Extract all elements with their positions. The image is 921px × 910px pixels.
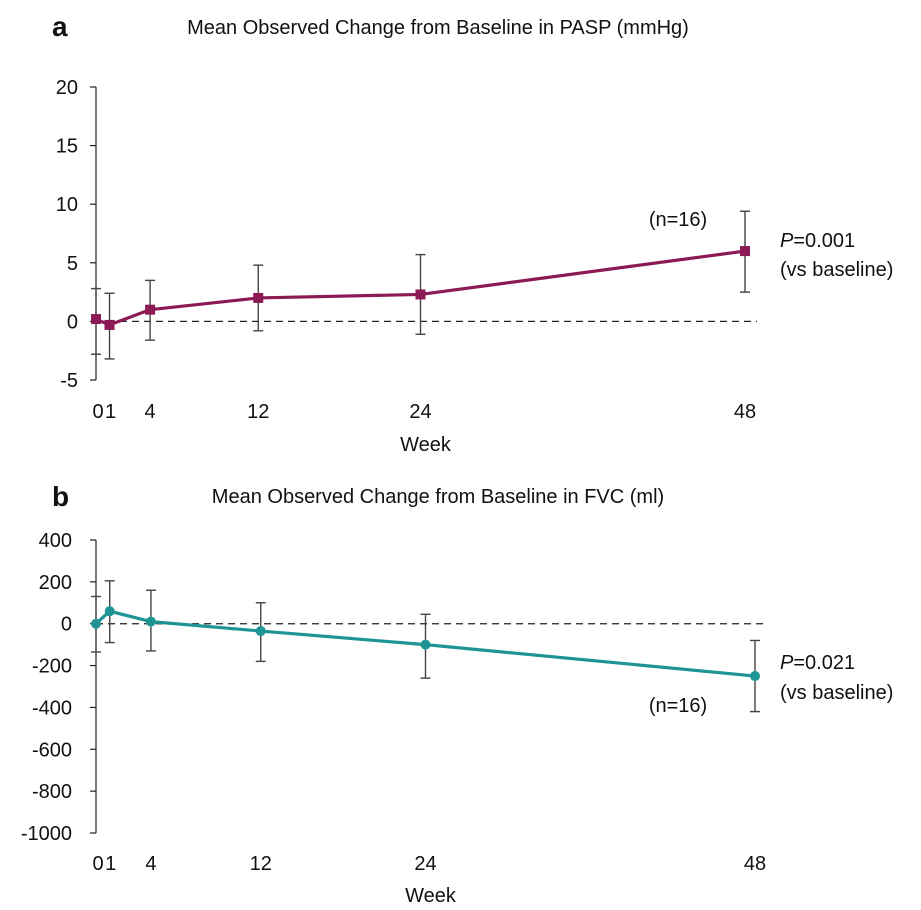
x-tick-label: 24 xyxy=(409,401,431,423)
x-tick-label: 4 xyxy=(145,401,156,423)
y-tick-label: -600 xyxy=(32,739,72,761)
data-point xyxy=(145,304,156,315)
panel-letter: b xyxy=(52,481,69,512)
y-tick-label: -400 xyxy=(32,697,72,719)
y-tick-label: 10 xyxy=(56,194,78,216)
p-note-label: (vs baseline) xyxy=(780,259,893,281)
p-italic: P xyxy=(780,652,794,674)
p-value: =0.001 xyxy=(793,230,855,252)
x-axis-title: Week xyxy=(405,885,457,905)
y-tick-label: 5 xyxy=(67,253,78,275)
data-point xyxy=(104,606,115,617)
x-tick-label: 24 xyxy=(414,853,436,875)
x-tick-label: 4 xyxy=(145,853,156,875)
y-tick-label: 200 xyxy=(39,572,72,594)
n-label: (n=16) xyxy=(649,209,707,231)
chart-title: Mean Observed Change from Baseline in PA… xyxy=(187,17,689,39)
x-tick-label: 0 xyxy=(92,401,103,423)
data-point xyxy=(91,618,101,629)
panel-b: b Mean Observed Change from Baseline in F… xyxy=(21,481,894,907)
p-note-label: (vs baseline) xyxy=(780,682,893,704)
p-value: =0.021 xyxy=(793,652,855,674)
y-tick-label: 0 xyxy=(67,311,78,333)
data-point xyxy=(740,246,750,257)
data-point xyxy=(255,626,266,637)
data-point xyxy=(415,289,426,300)
x-tick-label: 12 xyxy=(247,401,269,423)
x-axis-title: Week xyxy=(400,434,452,456)
data-point xyxy=(750,671,760,682)
data-point xyxy=(253,292,264,303)
data-point xyxy=(145,616,156,627)
y-tick-label: -5 xyxy=(60,370,78,392)
x-tick-label: 1 xyxy=(105,853,116,875)
p-value-label: P=0.001 xyxy=(780,230,855,252)
y-tick-label: 15 xyxy=(56,136,78,158)
y-tick-label: -1000 xyxy=(21,823,72,845)
x-tick-label: 1 xyxy=(105,401,116,423)
y-tick-label: 0 xyxy=(61,614,72,636)
data-point xyxy=(104,319,115,330)
y-tick-label: 400 xyxy=(39,530,72,552)
data-point xyxy=(420,639,431,650)
x-tick-label: 0 xyxy=(92,853,103,875)
p-value-label: P=0.021 xyxy=(780,652,855,674)
x-tick-label: 48 xyxy=(734,401,756,423)
chart-title: Mean Observed Change from Baseline in FV… xyxy=(212,486,664,508)
y-tick-label: -800 xyxy=(32,781,72,803)
x-tick-label: 12 xyxy=(250,853,272,875)
p-italic: P xyxy=(780,230,794,252)
panel-letter: a xyxy=(52,11,68,42)
y-tick-label: 20 xyxy=(56,77,78,99)
panel-a: a Mean Observed Change from Baseline in P… xyxy=(52,11,893,456)
data-point xyxy=(91,314,101,325)
x-tick-label: 48 xyxy=(744,853,766,875)
n-label: (n=16) xyxy=(649,695,707,717)
y-tick-label: -200 xyxy=(32,656,72,678)
